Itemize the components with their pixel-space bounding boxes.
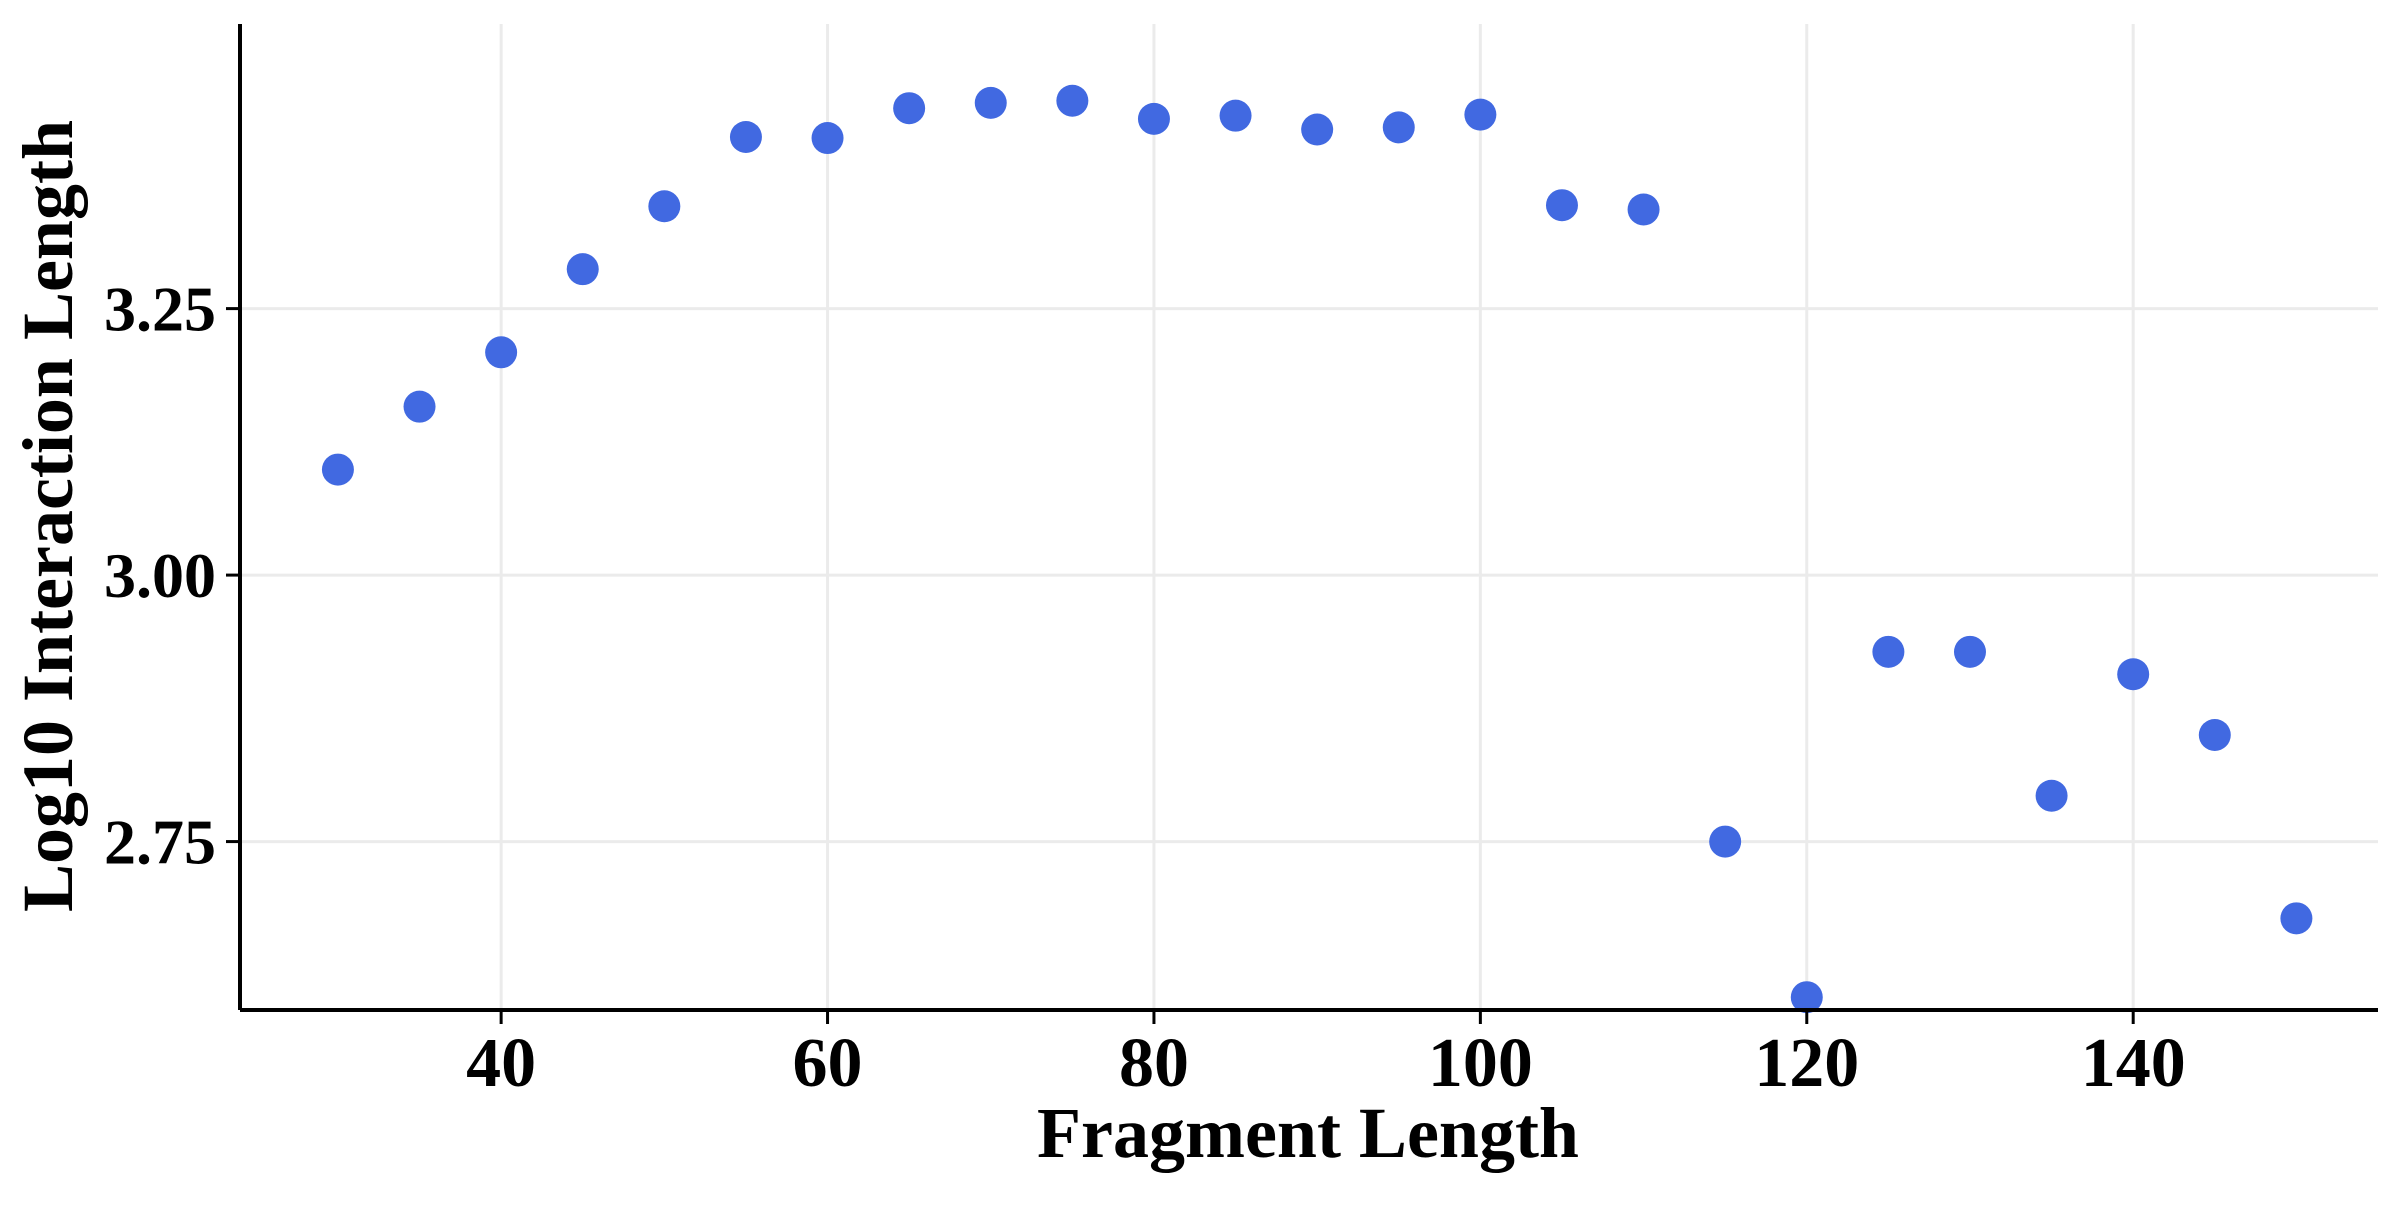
data-point: [893, 92, 926, 125]
data-point: [729, 120, 762, 153]
data-point: [648, 190, 681, 223]
data-point: [1056, 84, 1089, 117]
data-point: [1872, 635, 1905, 668]
x-axis-label: Fragment Length: [1037, 1093, 1579, 1173]
y-axis-ticks: 2.75 3.00 3.25: [104, 274, 240, 878]
x-tick-label: 40: [466, 1025, 536, 1102]
x-axis-ticks: 40 60 80 100 120 140: [466, 1010, 2186, 1102]
data-point: [1219, 99, 1252, 132]
data-point: [1627, 193, 1660, 226]
x-tick-label: 140: [2081, 1025, 2186, 1102]
data-point: [811, 122, 844, 155]
grid-lines: [240, 24, 2378, 1010]
data-point: [1137, 102, 1170, 135]
x-tick-label: 80: [1119, 1025, 1189, 1102]
data-point: [2198, 718, 2231, 751]
data-point: [1545, 189, 1578, 222]
data-point: [321, 453, 354, 486]
data-points: [321, 84, 2313, 1014]
data-point: [2035, 779, 2068, 812]
data-point: [1464, 98, 1497, 131]
data-point: [1790, 981, 1823, 1014]
data-point: [974, 86, 1007, 119]
data-point: [2117, 658, 2150, 691]
data-point: [485, 336, 518, 369]
data-point: [566, 253, 599, 286]
y-tick-label: 3.25: [104, 274, 216, 345]
axes: [238, 24, 2378, 1012]
data-point: [1709, 825, 1742, 858]
x-tick-label: 100: [1428, 1025, 1533, 1102]
data-point: [1301, 113, 1334, 146]
data-point: [403, 390, 436, 423]
data-point: [1953, 635, 1986, 668]
x-tick-label: 120: [1754, 1025, 1859, 1102]
y-tick-label: 3.00: [104, 540, 216, 611]
x-tick-label: 60: [793, 1025, 863, 1102]
data-point: [1382, 111, 1415, 144]
y-axis-label: Log10 Interaction Length: [8, 120, 88, 912]
data-point: [2280, 902, 2313, 935]
y-tick-label: 2.75: [104, 807, 216, 878]
